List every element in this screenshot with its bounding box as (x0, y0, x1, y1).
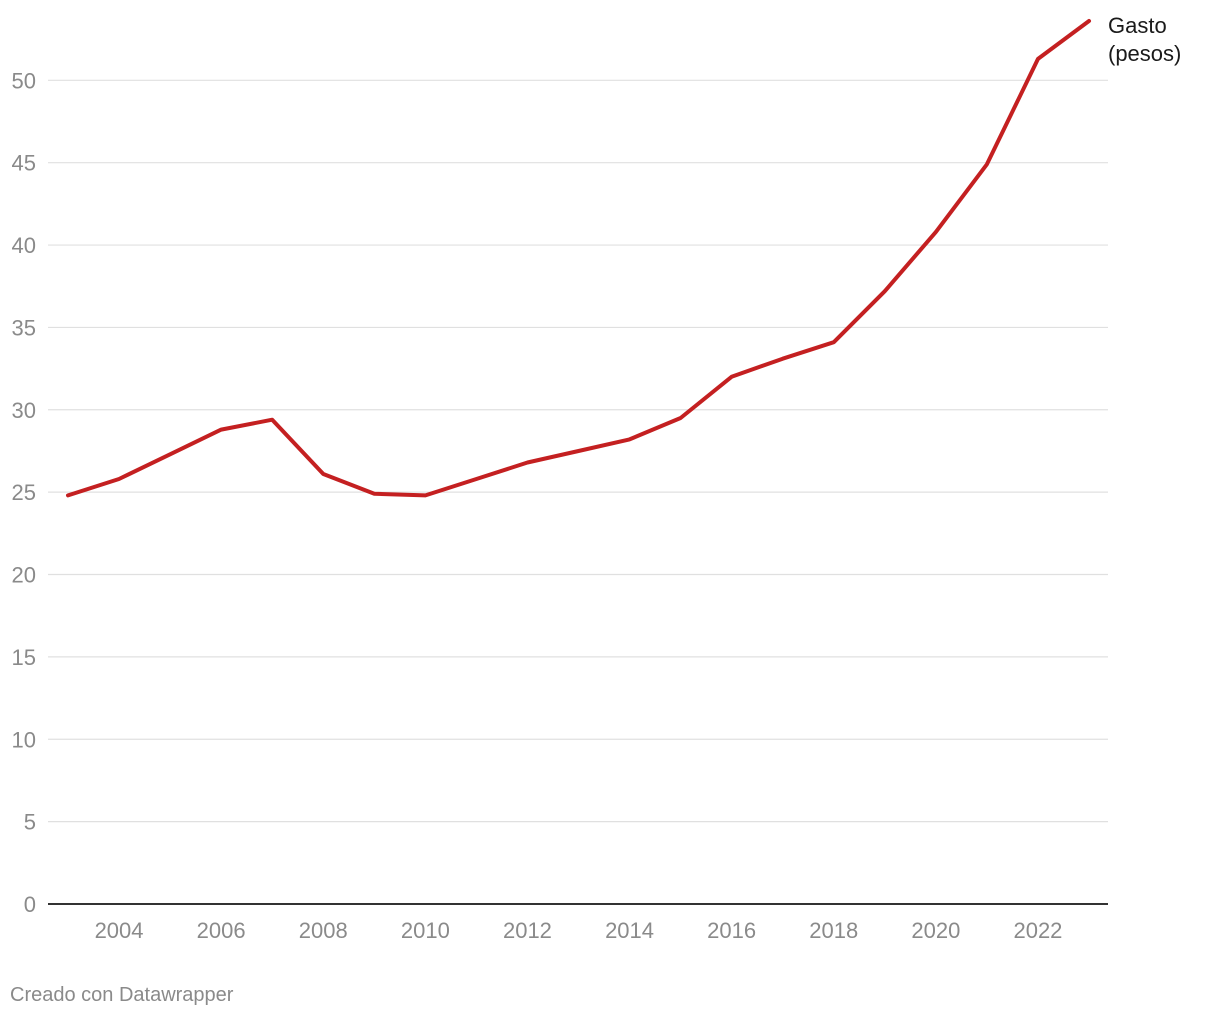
y-tick-label-5: 5 (24, 810, 36, 835)
data-point-2018[interactable] (831, 339, 837, 345)
data-point-2004[interactable] (116, 476, 122, 482)
series-label-line-0: Gasto (1108, 13, 1167, 38)
data-point-2014[interactable] (627, 436, 633, 442)
data-point-2006[interactable] (218, 427, 224, 433)
y-tick-label-0: 0 (24, 892, 36, 917)
y-tick-label-20: 20 (12, 563, 36, 588)
y-axis-tick-labels: 0 5 10 15 20 25 30 35 40 45 50 (12, 68, 36, 917)
series-end-label: Gasto (pesos) (1108, 13, 1181, 66)
data-point-2010[interactable] (422, 492, 428, 498)
data-point-2020[interactable] (933, 229, 939, 235)
y-tick-label-15: 15 (12, 645, 36, 670)
x-tick-label-2016: 2016 (707, 918, 756, 943)
data-point-2009[interactable] (371, 491, 377, 497)
data-point-2013[interactable] (576, 448, 582, 454)
x-tick-label-2006: 2006 (197, 918, 246, 943)
data-point-2016[interactable] (729, 374, 735, 380)
data-point-2008[interactable] (320, 471, 326, 477)
x-tick-label-2012: 2012 (503, 918, 552, 943)
data-point-2019[interactable] (882, 288, 888, 294)
line-chart: 0 5 10 15 20 25 30 35 40 45 50 2004 2006 2008 2010 201… (12, 13, 1182, 943)
series-line-0[interactable] (66, 19, 1091, 498)
data-point-2012[interactable] (524, 460, 530, 466)
x-tick-label-2018: 2018 (809, 918, 858, 943)
data-point-2011[interactable] (473, 476, 479, 482)
data-point-2015[interactable] (678, 415, 684, 421)
x-tick-label-2004: 2004 (95, 918, 144, 943)
data-point-2023[interactable] (1086, 18, 1092, 24)
x-tick-label-2020: 2020 (911, 918, 960, 943)
data-point-2003[interactable] (65, 492, 71, 498)
y-tick-label-30: 30 (12, 398, 36, 423)
series-label-line-1: (pesos) (1108, 41, 1181, 66)
x-tick-label-2014: 2014 (605, 918, 654, 943)
y-tick-label-45: 45 (12, 151, 36, 176)
x-tick-label-2008: 2008 (299, 918, 348, 943)
credit-text[interactable]: Creado con Datawrapper (10, 984, 234, 1006)
series-group (65, 18, 1092, 498)
x-axis-tick-labels: 2004 2006 2008 2010 2012 2014 2016 2018 2020 2022 (95, 918, 1063, 943)
data-point-2017[interactable] (780, 356, 786, 362)
y-tick-label-25: 25 (12, 480, 36, 505)
data-point-2022[interactable] (1035, 56, 1041, 62)
data-point-2021[interactable] (984, 161, 990, 167)
y-tick-label-35: 35 (12, 315, 36, 340)
data-point-2007[interactable] (269, 417, 275, 423)
y-gridlines (48, 79, 1108, 823)
y-tick-label-40: 40 (12, 233, 36, 258)
data-point-2005[interactable] (167, 451, 173, 457)
x-tick-label-2010: 2010 (401, 918, 450, 943)
y-tick-label-50: 50 (12, 68, 36, 93)
x-tick-label-2022: 2022 (1013, 918, 1062, 943)
y-tick-label-10: 10 (12, 727, 36, 752)
